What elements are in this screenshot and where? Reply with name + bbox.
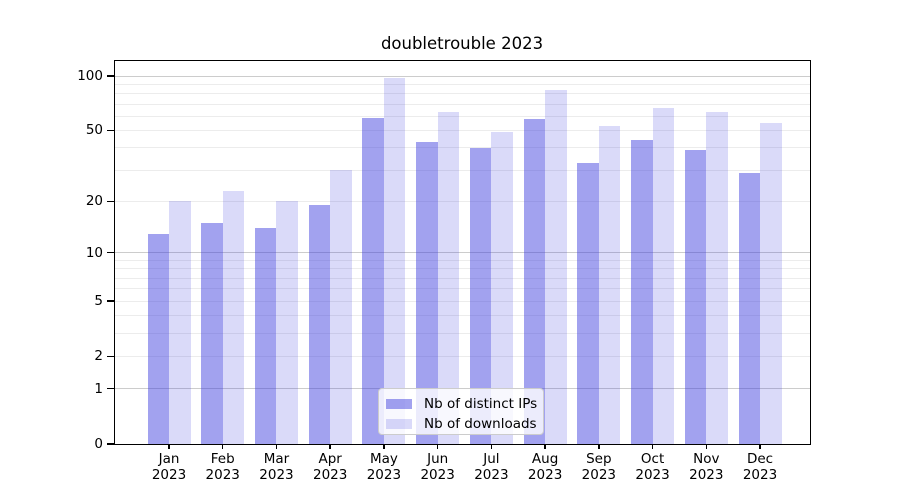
y-tick <box>107 355 114 358</box>
bar-downloads <box>383 78 406 444</box>
x-tick <box>598 444 600 449</box>
gridline-minor <box>115 103 810 105</box>
bar-downloads <box>760 123 782 444</box>
y-tick <box>107 252 114 254</box>
gridline-minor <box>115 268 810 270</box>
x-tick <box>436 444 439 449</box>
y-tick-label: 5 <box>94 293 103 310</box>
bar-distinct-ips <box>577 162 599 444</box>
y-tick <box>107 388 114 390</box>
y-tick-label: 0 <box>94 436 103 452</box>
bar-downloads <box>545 89 567 444</box>
bar-distinct-ips <box>738 172 761 444</box>
bar-downloads <box>276 201 298 444</box>
x-tick <box>222 444 224 449</box>
x-tick <box>651 444 654 449</box>
gridline-minor <box>115 93 810 95</box>
gridline-minor <box>115 315 810 317</box>
gridline-minor <box>115 115 810 117</box>
y-tick <box>107 300 114 302</box>
bar-distinct-ips <box>308 205 331 444</box>
gridline-major <box>115 252 810 254</box>
gridline-minor <box>115 259 810 261</box>
plot-area: 0 1 2 5 10 20 50 100 Jan 2023 Feb 2023 Mar 2023 Apr… <box>77 60 811 482</box>
gridline-minor <box>115 288 810 290</box>
bar-downloads <box>330 170 352 444</box>
legend-swatch-distinct-ips <box>386 398 412 409</box>
bar-downloads <box>491 132 513 444</box>
gridline-major <box>115 75 810 77</box>
bar-distinct-ips <box>684 149 707 444</box>
x-tick-label: Nov 2023 <box>689 451 724 483</box>
chart-title: doubletrouble 2023 <box>380 34 544 53</box>
gridline-minor <box>115 277 810 279</box>
y-tick <box>107 200 114 202</box>
y-tick-label: 20 <box>85 193 103 210</box>
x-tick-label: Mar 2023 <box>259 451 294 483</box>
gridline-minor <box>115 355 810 357</box>
x-tick <box>383 444 385 449</box>
gridline-minor <box>115 300 810 302</box>
x-tick <box>329 444 331 449</box>
y-tick-label: 1 <box>94 380 103 397</box>
gridline-minor <box>115 129 810 131</box>
x-tick <box>759 444 761 449</box>
x-tick-label: Apr 2023 <box>313 451 348 483</box>
x-tick-label: Oct 2023 <box>635 451 670 483</box>
legend: Nb of distinct IPs Nb of downloads <box>378 388 544 435</box>
legend-entry-distinct-ips: Nb of distinct IPs <box>386 395 543 412</box>
y-tick <box>107 443 114 445</box>
bar-distinct-ips <box>147 233 169 444</box>
legend-label-downloads: Nb of downloads <box>424 415 537 432</box>
y-tick-label: 10 <box>85 244 103 261</box>
gridline-minor <box>115 169 810 171</box>
bar-distinct-ips <box>201 222 223 444</box>
x-tick-label: Jan 2023 <box>151 451 187 483</box>
x-tick <box>168 444 170 449</box>
x-tick-label: Aug 2023 <box>527 451 563 483</box>
gridline-minor <box>115 83 810 85</box>
y-tick <box>107 75 114 77</box>
bar-distinct-ips <box>469 147 492 444</box>
x-tick-label: Sep 2023 <box>581 451 616 483</box>
gridline-minor <box>115 200 810 202</box>
x-tick <box>705 444 707 449</box>
legend-entry-downloads: Nb of downloads <box>386 415 543 432</box>
bar-downloads <box>169 201 191 444</box>
x-tick <box>544 444 546 449</box>
y-tick-label: 100 <box>77 68 103 84</box>
gridline-minor <box>115 147 810 149</box>
x-tick-label: Dec 2023 <box>742 451 778 483</box>
bar-distinct-ips <box>523 118 546 444</box>
legend-swatch-downloads <box>386 418 412 429</box>
bar-downloads <box>598 125 621 444</box>
y-tick-label: 50 <box>85 122 103 139</box>
bar-downloads <box>706 112 728 444</box>
x-tick-label: Jul 2023 <box>474 451 509 483</box>
x-tick <box>490 444 493 449</box>
bar-distinct-ips <box>631 140 653 444</box>
y-tick-label: 2 <box>94 348 103 365</box>
gridline-minor <box>115 332 810 334</box>
x-tick <box>275 444 278 449</box>
x-tick-label: Jun 2023 <box>420 451 455 483</box>
legend-label-distinct-ips: Nb of distinct IPs <box>424 395 538 412</box>
y-tick <box>107 129 114 132</box>
bar-distinct-ips <box>362 117 384 444</box>
bar-downloads <box>222 190 245 444</box>
bar-distinct-ips <box>416 142 438 444</box>
bar-downloads <box>652 107 675 444</box>
bar-downloads <box>437 112 460 444</box>
x-tick-label: Feb 2023 <box>205 451 240 483</box>
bar-distinct-ips <box>254 228 277 444</box>
x-tick-label: May 2023 <box>366 451 402 483</box>
